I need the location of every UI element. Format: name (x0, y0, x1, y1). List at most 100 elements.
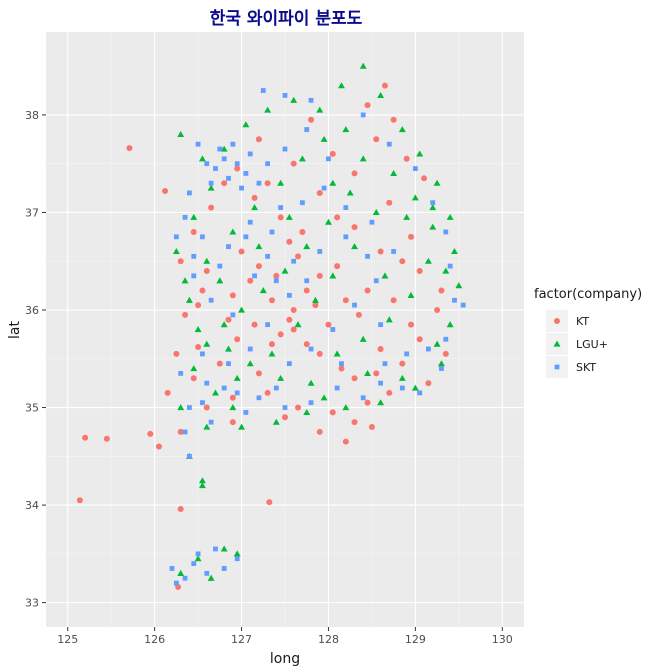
x-tick-label: 128 (318, 633, 339, 646)
data-point (204, 380, 210, 386)
data-point (187, 190, 192, 196)
data-point (455, 282, 463, 289)
data-point (286, 361, 292, 367)
data-point (303, 243, 311, 250)
data-point (221, 180, 228, 187)
data-point (230, 312, 236, 318)
data-point (265, 161, 271, 167)
data-point (181, 277, 189, 284)
data-point (329, 150, 336, 157)
data-point (433, 179, 441, 186)
x-tick-label: 130 (492, 633, 513, 646)
data-point (194, 555, 202, 562)
data-point (404, 351, 410, 357)
data-point (187, 405, 192, 410)
data-point (417, 390, 423, 396)
data-point (243, 171, 249, 176)
data-point (225, 345, 232, 352)
data-point (229, 228, 237, 235)
data-point (195, 141, 201, 147)
data-point (368, 424, 375, 431)
data-point (299, 200, 305, 206)
data-point (338, 82, 345, 89)
data-point (303, 341, 310, 348)
data-point (399, 258, 406, 265)
data-point (378, 322, 383, 328)
data-point (399, 385, 405, 391)
data-point (164, 389, 171, 396)
data-point (342, 438, 349, 445)
data-point (221, 566, 227, 571)
legend-label: SKT (576, 361, 596, 374)
data-point (217, 146, 223, 152)
data-point (217, 263, 223, 269)
data-point (426, 346, 431, 352)
data-point (203, 340, 211, 347)
data-point (182, 429, 188, 435)
data-point (373, 370, 380, 377)
data-point (200, 351, 205, 357)
data-point (247, 151, 253, 157)
data-point (265, 322, 271, 328)
data-point (308, 97, 314, 103)
data-point (351, 243, 358, 250)
data-point (273, 272, 280, 279)
data-point (398, 126, 406, 133)
data-point (291, 258, 297, 264)
data-point (229, 292, 236, 299)
data-points (76, 62, 466, 591)
data-point (303, 287, 310, 294)
data-point (82, 434, 89, 441)
data-point (172, 248, 180, 255)
data-point (343, 234, 349, 240)
data-point (234, 336, 241, 343)
data-point (187, 453, 192, 459)
data-point (434, 306, 441, 313)
data-point (386, 389, 393, 396)
data-point (286, 292, 292, 298)
data-point (355, 311, 362, 318)
data-point (411, 194, 419, 201)
data-point (282, 93, 288, 98)
data-point (256, 180, 262, 186)
data-point (390, 116, 397, 123)
data-point (246, 360, 254, 367)
x-tick-label: 129 (405, 633, 426, 646)
data-point (364, 287, 371, 294)
y-tick-label: 35 (25, 402, 39, 415)
data-point (191, 561, 197, 566)
data-point (221, 156, 227, 162)
y-axis-ticks: 33 34 35 36 37 38 (25, 109, 46, 610)
data-point (403, 155, 410, 162)
data-point (272, 418, 280, 425)
data-point (398, 374, 406, 381)
data-point (173, 580, 179, 586)
data-point (238, 306, 245, 313)
data-point (213, 166, 218, 171)
data-point (208, 419, 214, 425)
data-point (282, 414, 288, 421)
x-tick-label: 127 (231, 633, 252, 646)
data-point (377, 91, 385, 98)
data-point (273, 385, 279, 391)
data-point (282, 405, 288, 410)
data-point (220, 145, 228, 152)
data-point (199, 287, 206, 294)
data-point (225, 316, 232, 323)
data-point (76, 497, 83, 504)
data-point (203, 404, 210, 411)
data-point (169, 566, 175, 571)
data-point (207, 574, 215, 581)
data-point (316, 428, 323, 435)
data-point (190, 213, 198, 220)
data-point (191, 273, 197, 279)
data-point (177, 569, 185, 576)
data-point (334, 263, 341, 270)
data-point (446, 321, 454, 328)
data-point (195, 344, 202, 351)
data-point (213, 546, 218, 552)
data-point (385, 316, 393, 323)
data-point (442, 350, 449, 357)
x-axis-title: long (270, 651, 300, 667)
data-point (204, 161, 210, 167)
